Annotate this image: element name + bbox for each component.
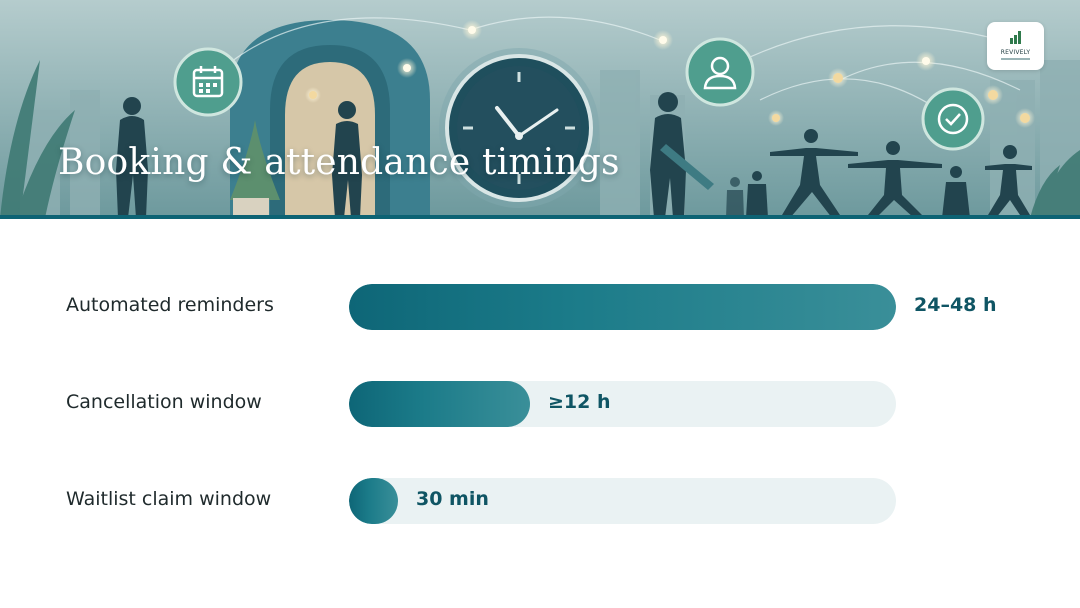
bar-row: Cancellation window ≥12 h xyxy=(0,380,1080,428)
bar-fill xyxy=(349,284,896,330)
brand-logo: REVIVELY xyxy=(987,22,1044,70)
user-icon xyxy=(685,37,755,107)
bar-category-label: Automated reminders xyxy=(66,294,274,316)
bar-value-label: 24–48 h xyxy=(914,294,997,316)
bar-track xyxy=(349,381,896,427)
page-title: Booking & attendance timings xyxy=(58,142,620,183)
bar-category-label: Waitlist claim window xyxy=(66,488,272,510)
bar-fill xyxy=(349,478,398,524)
bar-value-label: 30 min xyxy=(416,488,489,510)
logo-divider xyxy=(1001,58,1030,60)
bar-category-label: Cancellation window xyxy=(66,391,262,413)
logo-mark-icon xyxy=(1010,31,1021,44)
bar-track xyxy=(349,284,896,330)
calendar-icon xyxy=(173,47,243,117)
bar-value-label: ≥12 h xyxy=(548,391,611,413)
bar-fill xyxy=(349,381,530,427)
hero-divider xyxy=(0,215,1080,219)
check-icon xyxy=(921,87,985,151)
hero-banner: Booking & attendance timings REVIVELY xyxy=(0,0,1080,218)
hero-illustration xyxy=(0,0,1080,218)
bar-row: Waitlist claim window 30 min xyxy=(0,477,1080,525)
logo-text: REVIVELY xyxy=(1000,49,1031,56)
bar-row: Automated reminders 24–48 h xyxy=(0,283,1080,331)
bar-track xyxy=(349,478,896,524)
